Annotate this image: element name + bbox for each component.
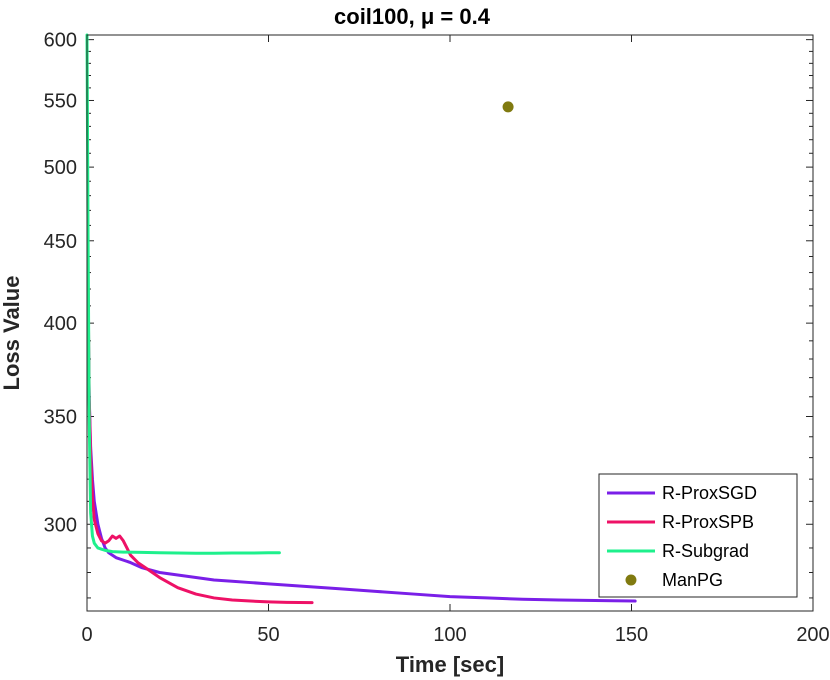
line-r-subgrad — [85, 33, 281, 555]
y-tick-label: 400 — [44, 313, 77, 335]
y-axis-label: Loss Value — [0, 276, 24, 391]
x-axis-label: Time [sec] — [396, 652, 504, 677]
y-tick-label: 600 — [44, 30, 77, 52]
x-tick-label: 150 — [615, 624, 648, 646]
legend-label-r-proxspb: R-ProxSPB — [662, 512, 754, 532]
plot-frame — [86, 34, 814, 612]
x-tick-label: 0 — [81, 624, 92, 646]
y-tick-label: 300 — [44, 514, 77, 536]
x-tick-label: 100 — [433, 624, 466, 646]
y-tick-label: 500 — [44, 157, 77, 179]
y-tick-label: 450 — [44, 231, 77, 253]
ticks-layer: 0 50 100 150 200 300 350 400 450 500 550 600 — [44, 30, 830, 646]
point-manpg — [502, 101, 514, 113]
legend-label-r-subgrad: R-Subgrad — [662, 541, 749, 561]
legend-label-manpg: ManPG — [662, 570, 723, 590]
x-tick-label: 200 — [796, 624, 829, 646]
legend-label-r-proxsgd: R-ProxSGD — [662, 483, 757, 503]
line-r-proxspb — [86, 287, 314, 605]
y-tick-label: 350 — [44, 406, 77, 428]
legend: R-ProxSGD R-ProxSPB R-Subgrad ManPG — [598, 473, 798, 598]
y-tick-label: 550 — [44, 90, 77, 112]
chart-title: coil100, μ = 0.4 — [334, 4, 491, 29]
line-r-proxsgd — [86, 312, 637, 603]
legend-swatch-manpg — [625, 574, 637, 586]
x-tick-label: 50 — [257, 624, 279, 646]
series-layer — [85, 33, 637, 605]
